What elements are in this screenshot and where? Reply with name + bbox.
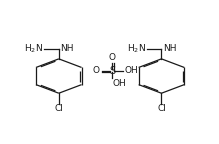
Text: H$_2$N: H$_2$N	[24, 42, 43, 55]
Text: O: O	[109, 53, 116, 62]
Text: Cl: Cl	[157, 104, 166, 113]
Text: S: S	[109, 66, 115, 75]
Text: OH: OH	[112, 79, 126, 88]
Text: NH: NH	[163, 44, 177, 53]
Text: O: O	[92, 66, 99, 75]
Text: H$_2$N: H$_2$N	[127, 42, 146, 55]
Text: Cl: Cl	[54, 104, 63, 113]
Text: NH: NH	[60, 44, 74, 53]
Text: OH: OH	[125, 66, 138, 75]
